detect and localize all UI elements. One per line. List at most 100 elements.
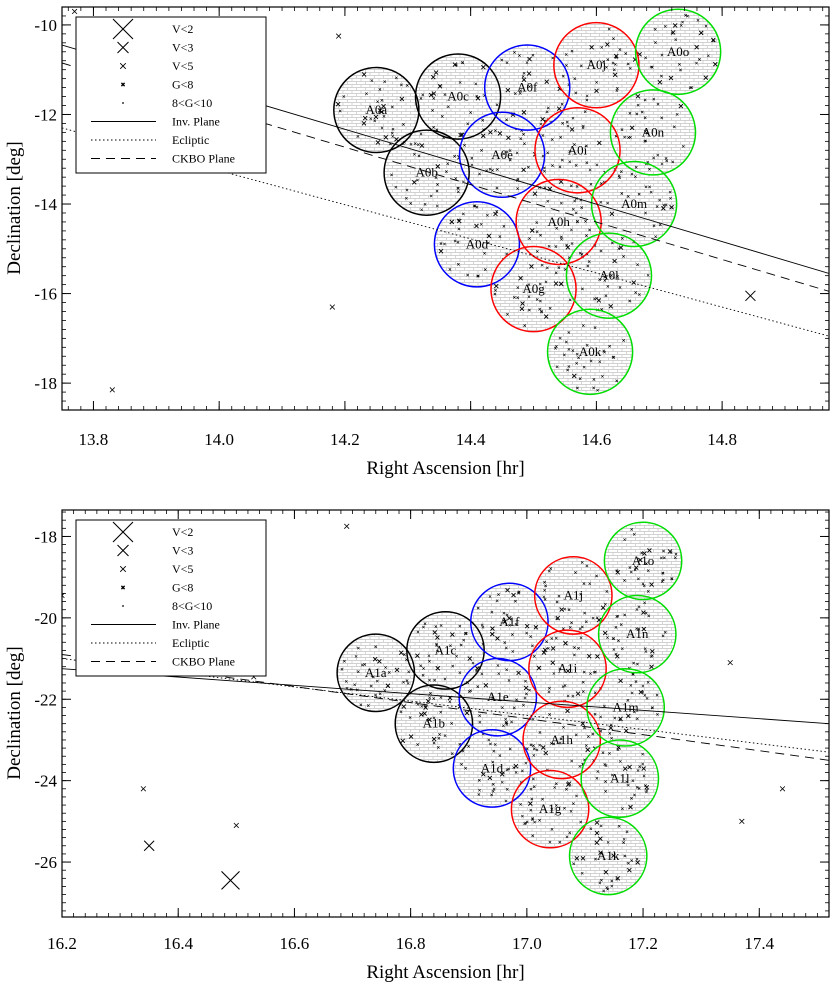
star-marker: [622, 841, 626, 844]
star-marker: [485, 213, 489, 217]
field-label: A0j: [587, 57, 607, 72]
star-marker: [523, 685, 529, 691]
star-marker: [406, 681, 410, 685]
star-marker: [585, 98, 589, 102]
star-marker: [532, 753, 536, 757]
star-marker: [538, 730, 542, 734]
star-marker: [456, 186, 460, 190]
field-fill: [581, 739, 659, 818]
star-marker: [635, 860, 641, 865]
legend-entry: CKBO Plane: [172, 152, 235, 166]
star-marker: [550, 660, 556, 665]
field-outline-A0k: [546, 308, 634, 396]
star-marker: [698, 30, 704, 36]
star-marker: [563, 607, 567, 611]
star-marker: [480, 672, 484, 676]
star-marker: [405, 84, 409, 87]
star-marker: [566, 781, 572, 786]
star-marker: [712, 61, 718, 67]
star-marker: [643, 647, 647, 651]
star-marker: [727, 659, 733, 666]
star-marker: [428, 659, 431, 663]
legend: V<2 V<3 V<5 G<8 8<G<10 Inv. Plane Ecliptic CKBO…: [75, 16, 267, 174]
star-marker: [569, 184, 573, 188]
star-marker: [558, 667, 562, 671]
star-marker: [451, 664, 455, 668]
star-marker: [567, 347, 571, 351]
star-marker: [636, 263, 639, 267]
star-marker: [519, 306, 525, 312]
star-marker: [603, 279, 607, 282]
star-marker: [649, 582, 654, 587]
star-marker: [413, 152, 416, 156]
legend-entry: V<2: [172, 525, 193, 539]
field-label: A1o: [632, 553, 654, 568]
star-marker: [476, 685, 480, 689]
star-marker: [516, 591, 520, 595]
star-marker: [627, 867, 632, 873]
star-marker: [610, 241, 614, 245]
star-marker: [423, 705, 428, 710]
star-marker: [581, 324, 585, 327]
star-marker: [529, 264, 534, 269]
legend-entry: V<5: [172, 59, 193, 73]
star-marker: [419, 132, 423, 136]
star-marker: [572, 653, 576, 657]
field-outline-A0e: [458, 111, 546, 199]
star-marker: [521, 77, 527, 83]
star-marker: [671, 160, 675, 164]
star-marker: [528, 237, 531, 240]
star-marker: [636, 103, 640, 107]
star-marker: [532, 654, 536, 658]
star-marker: [574, 571, 577, 574]
star-marker: [579, 64, 583, 68]
star-marker: [519, 89, 523, 93]
star-marker: [584, 744, 588, 747]
star-marker: [456, 190, 460, 194]
star-marker: [599, 200, 603, 204]
star-marker: [543, 598, 547, 601]
field-label: A0h: [547, 214, 570, 229]
star-marker: [608, 344, 612, 348]
star-marker: [424, 704, 427, 708]
star-marker: [481, 771, 486, 777]
star-marker: [535, 298, 539, 301]
star-marker: [594, 857, 597, 861]
star-marker: [506, 135, 511, 141]
star-marker: [613, 716, 617, 720]
field-fill: [395, 685, 473, 763]
star-marker: [438, 84, 442, 88]
star-marker: [466, 122, 470, 126]
line-ckbo-plane: [62, 62, 829, 292]
star-marker: [458, 132, 463, 138]
star-marker: [497, 131, 503, 136]
legend-entry: Ecliptic: [172, 133, 209, 147]
star-marker: [559, 201, 563, 205]
star-marker: [525, 631, 529, 635]
star-marker: [519, 802, 523, 806]
star-marker: [462, 180, 465, 184]
star-marker: [434, 625, 438, 628]
star-marker: [356, 670, 360, 674]
star-marker: [779, 786, 786, 792]
star-marker: [540, 263, 544, 267]
star-marker: [582, 365, 586, 369]
star-marker: [622, 837, 626, 841]
star-marker: [445, 170, 448, 174]
star-marker: [628, 66, 632, 70]
star-marker: [600, 605, 606, 610]
star-marker: [409, 142, 413, 146]
star-marker: [598, 836, 603, 841]
star-marker: [380, 98, 384, 102]
star-marker: [655, 693, 659, 697]
star-marker: [647, 614, 651, 618]
star-marker: [604, 780, 607, 783]
star-marker: [539, 122, 543, 126]
star-marker: [629, 683, 633, 687]
star-marker: [542, 595, 546, 599]
star-marker: [492, 749, 496, 753]
star-marker: [335, 33, 342, 39]
star-marker: [580, 560, 584, 564]
field-label: A0i: [568, 142, 588, 157]
star-marker: [461, 61, 465, 64]
